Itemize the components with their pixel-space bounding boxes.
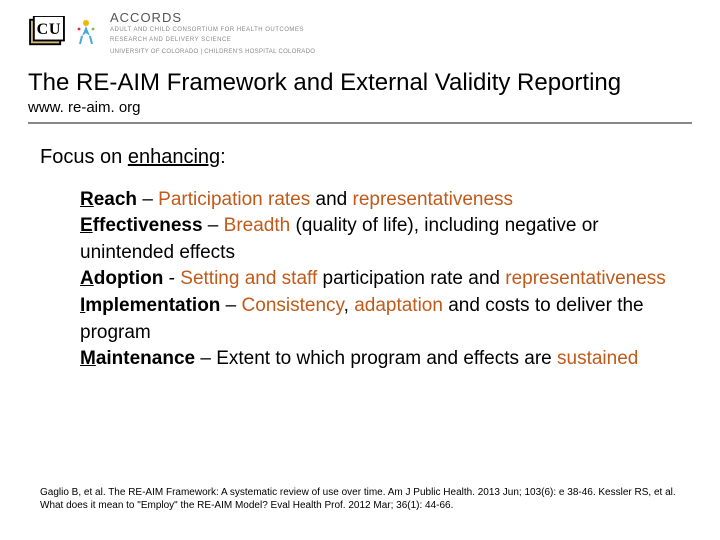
accords-institutions: UNIVERSITY OF COLORADO | CHILDREN'S HOSP…: [110, 49, 315, 55]
focus-word: enhancing: [128, 146, 220, 168]
svg-text:U: U: [49, 21, 61, 38]
accords-subtitle-2: RESEARCH AND DELIVERY SCIENCE: [110, 37, 315, 45]
cu-logo-icon: C U: [28, 16, 66, 48]
adopt-mid: participation rate and: [317, 268, 505, 289]
slide-title: The RE-AIM Framework and External Validi…: [0, 61, 720, 97]
impl-mid1: ,: [344, 295, 355, 316]
reach-letter: R: [80, 189, 94, 210]
svg-text:C: C: [37, 21, 49, 38]
header-text: ACCORDS ADULT AND CHILD CONSORTIUM FOR H…: [110, 10, 315, 55]
maint-letter: M: [80, 348, 96, 369]
content-area: Focus on enhancing: Reach – Participatio…: [0, 124, 720, 373]
adopt-rest: doption: [94, 268, 164, 289]
reach-hl2: representativeness: [353, 189, 514, 210]
eff-hl1: Breadth: [224, 215, 291, 236]
item-reach: Reach – Participation rates and represen…: [80, 187, 680, 214]
impl-sep: –: [220, 295, 241, 316]
reach-rest: each: [94, 189, 137, 210]
adopt-hl1: Setting and staff: [180, 268, 317, 289]
focus-line: Focus on enhancing:: [40, 146, 680, 169]
slide-subtitle: www. re-aim. org: [0, 97, 720, 122]
adopt-sep: -: [163, 268, 180, 289]
reach-hl1: Participation rates: [158, 189, 310, 210]
item-effectiveness: Effectiveness – Breadth (quality of life…: [80, 213, 680, 266]
maint-hl1: sustained: [557, 348, 638, 369]
citation: Gaglio B, et al. The RE-AIM Framework: A…: [40, 486, 680, 512]
reach-sep: –: [137, 189, 158, 210]
focus-suffix: :: [220, 146, 226, 168]
adopt-letter: A: [80, 268, 94, 289]
eff-letter: E: [80, 215, 93, 236]
focus-prefix: Focus on: [40, 146, 128, 168]
eff-sep: –: [203, 215, 224, 236]
item-maintenance: Maintenance – Extent to which program an…: [80, 346, 680, 373]
item-implementation: Implementation – Consistency, adaptation…: [80, 293, 680, 346]
eff-rest: ffectiveness: [93, 215, 203, 236]
adopt-hl2: representativeness: [505, 268, 666, 289]
reach-mid: and: [310, 189, 352, 210]
impl-hl2: adaptation: [354, 295, 443, 316]
maint-sep: – Extent to which program and effects ar…: [195, 348, 557, 369]
accords-child-icon: [76, 18, 96, 46]
header: C U ACCORDS ADULT AND CHILD CONSORTIUM F…: [0, 0, 720, 61]
reaim-items: Reach – Participation rates and represen…: [40, 187, 680, 373]
impl-hl1: Consistency: [242, 295, 344, 316]
impl-rest: mplementation: [85, 295, 220, 316]
accords-subtitle-1: ADULT AND CHILD CONSORTIUM FOR HEALTH OU…: [110, 27, 315, 35]
accords-title: ACCORDS: [110, 10, 315, 25]
maint-rest: aintenance: [96, 348, 195, 369]
item-adoption: Adoption - Setting and staff participati…: [80, 266, 680, 293]
